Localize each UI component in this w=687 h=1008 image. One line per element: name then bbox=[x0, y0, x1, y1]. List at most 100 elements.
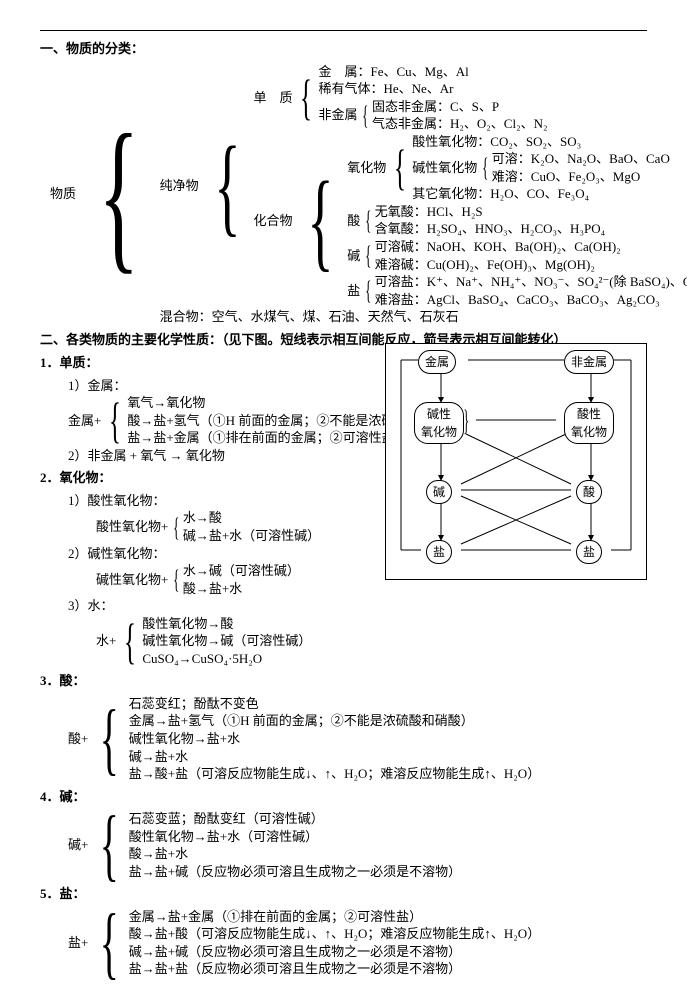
base-ox-node: 碱性氧化物 { 可溶：K₂O、Na₂O、BaO、CaO 难溶：CuO、Fe₂O₃… bbox=[412, 150, 670, 185]
s3-e: 盐→酸+盐（可溶反应物能生成↓、↑、H₂O；难溶反应物能生成↑、H₂O） bbox=[129, 765, 540, 783]
s2-3-prefix: 水+ bbox=[96, 631, 118, 651]
s5-prefix: 盐+ bbox=[68, 933, 90, 953]
brace: { bbox=[100, 923, 119, 963]
brace: { bbox=[365, 214, 371, 227]
oxide-node: 氧化物 { 酸性氧化物：CO₂、SO₂、SO₃ 碱性氧化物 { 可溶：K₂O、N… bbox=[347, 133, 687, 203]
element-label: 单 质 bbox=[253, 88, 294, 108]
right-brace: } bbox=[464, 398, 470, 443]
brace: { bbox=[365, 249, 371, 262]
gas-nm-leaf: 气态非金属：H₂、O₂、Cl₂、N₂ bbox=[372, 115, 548, 133]
s4-heading: 4．碱： bbox=[40, 787, 647, 807]
s4-prefix: 碱+ bbox=[68, 835, 90, 855]
s4-b: 酸性氧化物→盐+水（可溶性碱） bbox=[129, 828, 461, 846]
s5-b: 酸→盐+酸（可溶反应物能生成↓、↑、H₂O；难溶反应物能生成↑、H₂O） bbox=[129, 925, 540, 943]
brace: { bbox=[124, 629, 136, 654]
brace: { bbox=[98, 152, 139, 237]
mixture-leaf: 混合物：空气、水煤气、煤、石油、天然气、石灰石 bbox=[160, 308, 687, 326]
top-rule bbox=[40, 30, 647, 31]
s3-d: 碱→盐+水 bbox=[129, 748, 540, 766]
solid-nm-leaf: 固态非金属：C、S、P bbox=[372, 98, 548, 116]
s2-3-label: 3）水： bbox=[68, 597, 647, 615]
diagram-lines bbox=[386, 344, 646, 579]
sol-salt-leaf: 可溶盐：K⁺、Na⁺、NH₄⁺、NO₃⁻、SO₄²⁻(除 BaSO₄)、Cl⁻ … bbox=[375, 273, 687, 291]
metal-leaf: 金 属：Fe、Cu、Mg、Al bbox=[318, 63, 547, 81]
no-o-acid-leaf: 无氧酸：HCl、H₂S bbox=[375, 203, 605, 221]
dg-acid: 酸 bbox=[576, 480, 602, 504]
s5-a: 金属→盐+金属（①排在前面的金属；②可溶性盐） bbox=[129, 908, 540, 926]
tree-root: 物质 { 纯净物 { 单 质 { 金 属：Fe、Cu、Mg、Al 稀有气体：He… bbox=[50, 63, 647, 326]
s4-c: 酸→盐+水 bbox=[129, 845, 461, 863]
acid-label: 酸 bbox=[347, 211, 362, 231]
s3-node: 酸+ { 石蕊变红；酚酞不变色 金属→盐+氢气（①H 前面的金属；②不能是浓硫酸… bbox=[68, 695, 647, 783]
section-2-body: 金属 非金属 碱性 氧化物 酸性 氧化物 碱 酸 盐 盐 1．单质： 1）金属：… bbox=[40, 353, 647, 667]
base-node: 碱 { 可溶碱：NaOH、KOH、Ba(OH)₂、Ca(OH)₂ 难溶碱：Cu(… bbox=[347, 238, 687, 273]
s2-1-prefix: 酸性氧化物+ bbox=[96, 517, 170, 537]
brace: { bbox=[308, 193, 334, 248]
s1-1-prefix: 金属+ bbox=[68, 411, 103, 431]
s2-1-b: 碱→盐+水（可溶性碱） bbox=[183, 527, 320, 545]
sol-bo-leaf: 可溶：K₂O、Na₂O、BaO、CaO bbox=[492, 150, 670, 168]
s2-2-b: 酸→盐+水 bbox=[183, 580, 300, 598]
s4-d: 盐→盐+碱（反应物必须可溶且生成物之一必须是不溶物） bbox=[129, 863, 461, 881]
salt-node: 盐 { 可溶盐：K⁺、Na⁺、NH₄⁺、NO₃⁻、SO₄²⁻(除 BaSO₄)、… bbox=[347, 273, 687, 308]
oxide-label: 氧化物 bbox=[347, 158, 388, 178]
insol-salt-leaf: 难溶盐：AgCl、BaSO₄、CaCO₃、BaCO₃、Ag₂CO₃ bbox=[375, 291, 687, 309]
other-ox-leaf: 其它氧化物：H₂O、CO、Fe₃O₄ bbox=[412, 185, 670, 203]
brace: { bbox=[173, 573, 179, 586]
pure-node: 纯净物 { 单 质 { 金 属：Fe、Cu、Mg、Al 稀有气体：He、Ne、A… bbox=[160, 63, 687, 309]
acid-ox-leaf: 酸性氧化物：CO₂、SO₂、SO₃ bbox=[412, 133, 670, 151]
dg-base: 碱 bbox=[426, 480, 452, 504]
noble-leaf: 稀有气体：He、Ne、Ar bbox=[318, 80, 547, 98]
base-ox-label: 碱性氧化物 bbox=[412, 158, 479, 178]
s5-d: 盐→盐+盐（反应物必须可溶且生成物之一必须是不溶物） bbox=[129, 960, 540, 978]
brace: { bbox=[394, 155, 406, 180]
brace: { bbox=[100, 719, 119, 759]
s2-3-node: 水+ { 酸性氧化物→酸 碱性氧化物→碱（可溶性碱） CuSO₄→CuSO₄·5… bbox=[96, 615, 647, 668]
root-label: 物质 bbox=[50, 184, 78, 204]
brace: { bbox=[100, 825, 119, 865]
s5-c: 碱→盐+碱（反应物必须可溶且生成物之一必须是不溶物） bbox=[129, 943, 540, 961]
sol-base-leaf: 可溶碱：NaOH、KOH、Ba(OH)₂、Ca(OH)₂ bbox=[375, 238, 621, 256]
dg-nonmetal: 非金属 bbox=[564, 350, 614, 374]
dg-salt-r: 盐 bbox=[576, 540, 602, 564]
nonmetal-node: 非金属 { 固态非金属：C、S、P 气态非金属：H₂、O₂、Cl₂、N₂ bbox=[318, 98, 547, 133]
base-label: 碱 bbox=[347, 246, 362, 266]
s3-prefix: 酸+ bbox=[68, 729, 90, 749]
element-node: 单 质 { 金 属：Fe、Cu、Mg、Al 稀有气体：He、Ne、Ar 非金属 … bbox=[253, 63, 687, 133]
insol-bo-leaf: 难溶：CuO、Fe₂O₃、MgO bbox=[492, 168, 670, 186]
brace: { bbox=[214, 158, 240, 213]
s3-c: 碱性氧化物→盐+水 bbox=[129, 730, 540, 748]
brace: { bbox=[300, 85, 312, 110]
acid-node: 酸 { 无氧酸：HCl、H₂S 含氧酸：H₂SO₄、HNO₃、H₂CO₃、H₃P… bbox=[347, 203, 687, 238]
s3-a: 石蕊变红；酚酞不变色 bbox=[129, 695, 540, 713]
brace: { bbox=[109, 408, 121, 433]
pure-label: 纯净物 bbox=[160, 176, 201, 196]
s2-3-c: CuSO₄→CuSO₄·5H₂O bbox=[142, 650, 311, 668]
compound-node: 化合物 { 氧化物 { 酸性氧化物：CO₂、SO₂、SO₃ 碱性氧化物 { bbox=[253, 133, 687, 308]
s2-2-a: 水→碱（可溶性碱） bbox=[183, 562, 300, 580]
dg-acid-ox: 酸性 氧化物 bbox=[564, 402, 614, 444]
nonmetal-label: 非金属 bbox=[318, 105, 359, 125]
brace: { bbox=[173, 521, 179, 534]
compound-label: 化合物 bbox=[253, 211, 294, 231]
dg-metal: 金属 bbox=[418, 350, 456, 374]
s5-node: 盐+ { 金属→盐+金属（①排在前面的金属；②可溶性盐） 酸→盐+酸（可溶反应物… bbox=[68, 908, 647, 978]
s2-2-prefix: 碱性氧化物+ bbox=[96, 570, 170, 590]
brace: { bbox=[365, 284, 371, 297]
s4-a: 石蕊变蓝；酚酞变红（可溶性碱） bbox=[129, 810, 461, 828]
o-acid-leaf: 含氧酸：H₂SO₄、HNO₃、H₂CO₃、H₃PO₄ bbox=[375, 220, 605, 238]
s4-node: 碱+ { 石蕊变蓝；酚酞变红（可溶性碱） 酸性氧化物→盐+水（可溶性碱） 酸→盐… bbox=[68, 810, 647, 880]
s2-1-a: 水→酸 bbox=[183, 509, 320, 527]
insol-base-leaf: 难溶碱：Cu(OH)₂、Fe(OH)₃、Mg(OH)₂ bbox=[375, 256, 621, 274]
brace: { bbox=[363, 109, 369, 122]
brace: { bbox=[482, 161, 488, 174]
s3-heading: 3．酸： bbox=[40, 671, 647, 691]
relationship-diagram: 金属 非金属 碱性 氧化物 酸性 氧化物 碱 酸 盐 盐 bbox=[385, 343, 647, 580]
dg-base-ox: 碱性 氧化物 bbox=[414, 402, 464, 444]
heading-1: 一、物质的分类： bbox=[40, 39, 647, 59]
dg-salt-l: 盐 bbox=[426, 540, 452, 564]
s5-heading: 5．盐： bbox=[40, 884, 647, 904]
s2-3-a: 酸性氧化物→酸 bbox=[142, 615, 311, 633]
s3-b: 金属→盐+氢气（①H 前面的金属；②不能是浓硫酸和硝酸） bbox=[129, 712, 540, 730]
s2-3-b: 碱性氧化物→碱（可溶性碱） bbox=[142, 632, 311, 650]
